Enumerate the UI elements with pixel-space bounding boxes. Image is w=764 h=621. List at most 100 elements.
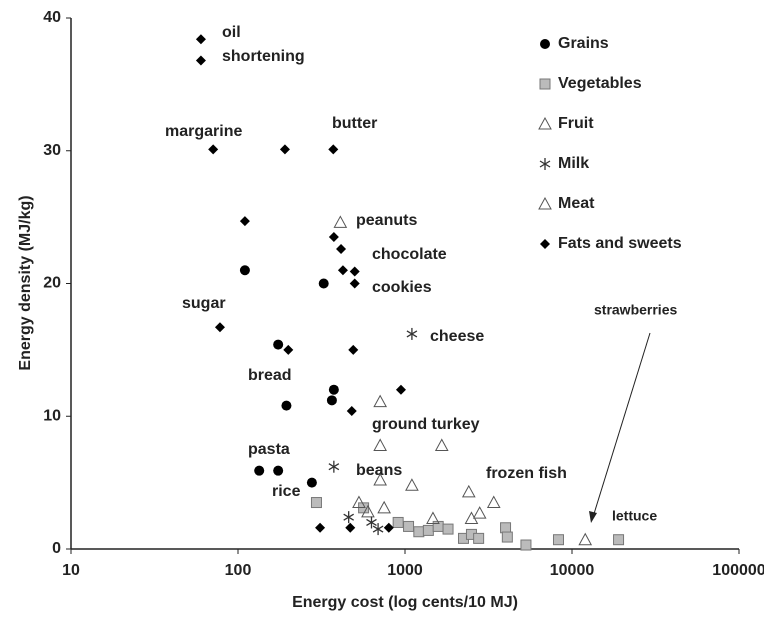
x-tick-label: 10 xyxy=(62,562,80,579)
point xyxy=(372,523,384,536)
point-stroke xyxy=(372,525,384,533)
point xyxy=(328,460,340,473)
point-stroke xyxy=(539,160,551,168)
point xyxy=(336,243,347,254)
legend-label: Fruit xyxy=(558,115,594,132)
x-tick-label: 1000 xyxy=(387,562,423,579)
annotation: lettuce xyxy=(612,508,657,524)
y-axis-label: Energy density (MJ/kg) xyxy=(17,195,34,370)
point xyxy=(403,520,415,532)
annotation: oil xyxy=(222,24,241,41)
point xyxy=(328,144,339,155)
legend-label: Vegetables xyxy=(558,75,642,92)
point xyxy=(345,522,356,533)
legend-label: Milk xyxy=(558,155,589,172)
point xyxy=(348,344,359,355)
point xyxy=(539,158,551,170)
point xyxy=(383,522,394,533)
x-tick-label: 100000 xyxy=(712,562,764,579)
point-stroke xyxy=(343,513,355,521)
point xyxy=(281,400,292,411)
point xyxy=(552,534,564,546)
point xyxy=(337,265,348,276)
point xyxy=(405,478,419,491)
point xyxy=(310,497,322,509)
point xyxy=(373,394,388,408)
point xyxy=(373,438,388,451)
point xyxy=(472,506,487,519)
point xyxy=(273,339,284,350)
legend-label: Grains xyxy=(558,35,609,52)
point xyxy=(214,322,225,333)
annotation: pasta xyxy=(248,441,290,458)
point-stroke xyxy=(366,518,377,527)
point xyxy=(486,495,501,509)
point xyxy=(328,232,339,243)
point xyxy=(361,504,375,518)
annotation: cheese xyxy=(430,328,484,345)
point xyxy=(239,216,250,227)
legend-label: Fats and sweets xyxy=(558,235,682,252)
annotation: peanuts xyxy=(356,212,417,229)
x-tick-label: 10000 xyxy=(550,562,595,579)
annotation: shortening xyxy=(222,48,305,65)
point xyxy=(346,405,357,416)
annotation: sugar xyxy=(182,295,226,312)
point xyxy=(318,278,329,289)
point xyxy=(279,144,290,155)
point xyxy=(422,524,434,536)
point xyxy=(315,522,326,533)
point xyxy=(326,395,337,406)
annotation: strawberries xyxy=(594,302,677,318)
point xyxy=(538,196,552,210)
point xyxy=(395,384,406,395)
point xyxy=(273,465,284,476)
point xyxy=(461,484,476,498)
point xyxy=(366,516,377,529)
point xyxy=(538,116,552,130)
point xyxy=(406,327,418,340)
point xyxy=(195,55,206,66)
point xyxy=(442,523,454,535)
arrow-line xyxy=(592,332,651,518)
point xyxy=(254,465,265,476)
point xyxy=(392,516,404,528)
y-tick-label: 20 xyxy=(43,275,61,292)
annotation: ground turkey xyxy=(372,416,480,433)
annotation: rice xyxy=(272,483,301,500)
point xyxy=(500,522,512,534)
point xyxy=(613,534,625,546)
point xyxy=(540,239,550,249)
annotation: beans xyxy=(356,462,402,479)
x-axis-label: Energy cost (log cents/10 MJ) xyxy=(292,594,518,611)
point xyxy=(195,34,206,45)
annotation: bread xyxy=(248,367,292,384)
annotation: chocolate xyxy=(372,246,447,263)
point xyxy=(578,532,593,546)
annotation: frozen fish xyxy=(486,465,567,482)
y-tick-label: 30 xyxy=(43,142,61,159)
point xyxy=(208,144,219,155)
point xyxy=(333,215,348,228)
point xyxy=(343,511,355,524)
annotation: cookies xyxy=(372,279,432,296)
point xyxy=(239,265,250,276)
point xyxy=(349,278,360,289)
point xyxy=(473,532,485,544)
point xyxy=(540,39,550,49)
point xyxy=(539,78,551,90)
point xyxy=(520,539,532,551)
point xyxy=(501,531,513,543)
point xyxy=(328,384,339,395)
y-tick-label: 0 xyxy=(52,540,61,557)
point xyxy=(413,526,425,538)
annotation: margarine xyxy=(165,123,242,140)
point xyxy=(373,472,388,486)
legend-label: Meat xyxy=(558,195,595,212)
point xyxy=(426,511,440,524)
point xyxy=(306,477,317,488)
point xyxy=(283,344,294,355)
point-stroke xyxy=(406,330,418,338)
point xyxy=(352,495,366,509)
